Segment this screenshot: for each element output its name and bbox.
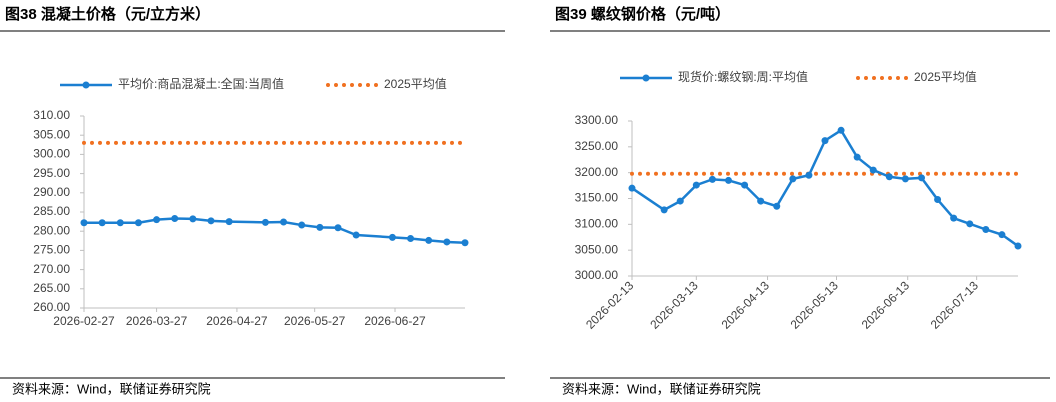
point <box>853 153 861 161</box>
y-tick-label: 3150.00 <box>575 191 619 205</box>
legend-label: 2025平均值 <box>914 69 977 84</box>
point <box>1014 242 1022 250</box>
point <box>225 218 233 226</box>
y-tick-label: 305.00 <box>33 127 70 141</box>
legend-swatch-dot <box>82 81 90 89</box>
x-tick-label: 2026-05-27 <box>284 314 346 328</box>
point <box>789 175 797 183</box>
x-tick-label: 2026-02-13 <box>583 278 637 332</box>
point <box>950 214 958 222</box>
point <box>966 220 974 228</box>
x-tick-label: 2026-06-13 <box>859 278 913 332</box>
point <box>725 176 732 184</box>
point <box>207 217 215 225</box>
point <box>837 126 845 134</box>
y-tick-label: 3000.00 <box>575 268 619 282</box>
x-tick-label: 2026-04-27 <box>206 314 268 328</box>
point <box>998 231 1006 239</box>
point <box>334 224 342 232</box>
point <box>425 236 433 244</box>
point <box>805 171 813 179</box>
y-tick-label: 285.00 <box>33 204 70 218</box>
legend-label: 平均价:商品混凝土:全国:当周值 <box>118 76 284 91</box>
y-tick-label: 310.00 <box>33 108 70 122</box>
y-tick-label: 3250.00 <box>575 139 619 153</box>
point <box>80 219 88 227</box>
point <box>708 175 716 183</box>
chart-title: 图38 混凝土价格（元/立方米） <box>5 5 210 23</box>
y-tick-label: 3200.00 <box>575 165 619 179</box>
point <box>461 239 469 247</box>
point <box>98 219 106 227</box>
point <box>171 215 179 223</box>
point <box>628 184 636 192</box>
point <box>773 202 781 210</box>
y-tick-label: 275.00 <box>33 243 70 257</box>
point <box>352 231 360 239</box>
point <box>280 218 288 226</box>
y-tick-label: 270.00 <box>33 262 70 276</box>
point <box>189 215 197 223</box>
point <box>934 196 942 204</box>
point <box>901 175 909 183</box>
legend-label: 2025平均值 <box>384 76 447 91</box>
y-tick-label: 260.00 <box>33 300 70 314</box>
point <box>388 233 396 241</box>
point <box>869 166 877 174</box>
y-tick-label: 265.00 <box>33 281 70 295</box>
point <box>692 181 700 189</box>
legend-label: 现货价:螺纹钢:周:平均值 <box>678 69 808 84</box>
point <box>918 174 925 182</box>
y-tick-label: 3300.00 <box>575 113 619 127</box>
point <box>116 219 124 227</box>
y-tick-label: 3050.00 <box>575 242 619 256</box>
source-note: 资料来源：Wind，联储证券研究院 <box>562 381 761 396</box>
chart-title: 图39 螺纹钢价格（元/吨） <box>555 5 730 23</box>
point <box>316 223 324 231</box>
point <box>885 173 893 181</box>
x-tick-label: 2026-03-13 <box>647 278 701 332</box>
x-tick-label: 2026-06-27 <box>364 314 426 328</box>
point <box>153 216 161 224</box>
point <box>134 219 142 227</box>
point <box>676 197 684 205</box>
point <box>741 181 749 189</box>
y-tick-label: 300.00 <box>33 147 70 161</box>
x-tick-label: 2026-02-27 <box>53 314 115 328</box>
y-tick-label: 280.00 <box>33 223 70 237</box>
point <box>443 238 451 246</box>
point <box>261 218 269 226</box>
legend-swatch-dot <box>642 74 650 82</box>
x-tick-label: 2026-03-27 <box>126 314 188 328</box>
x-tick-label: 2026-05-13 <box>788 278 842 332</box>
point <box>821 137 829 145</box>
x-tick-label: 2026-07-13 <box>928 278 982 332</box>
point <box>757 197 765 205</box>
y-tick-label: 3100.00 <box>575 217 619 231</box>
y-tick-label: 295.00 <box>33 166 70 180</box>
point <box>982 226 990 233</box>
point <box>660 206 668 214</box>
point <box>298 221 306 229</box>
x-tick-label: 2026-04-13 <box>719 278 773 332</box>
series-line <box>631 128 1019 248</box>
source-note: 资料来源：Wind，联储证券研究院 <box>12 381 211 396</box>
y-tick-label: 290.00 <box>33 185 70 199</box>
point <box>407 234 415 242</box>
